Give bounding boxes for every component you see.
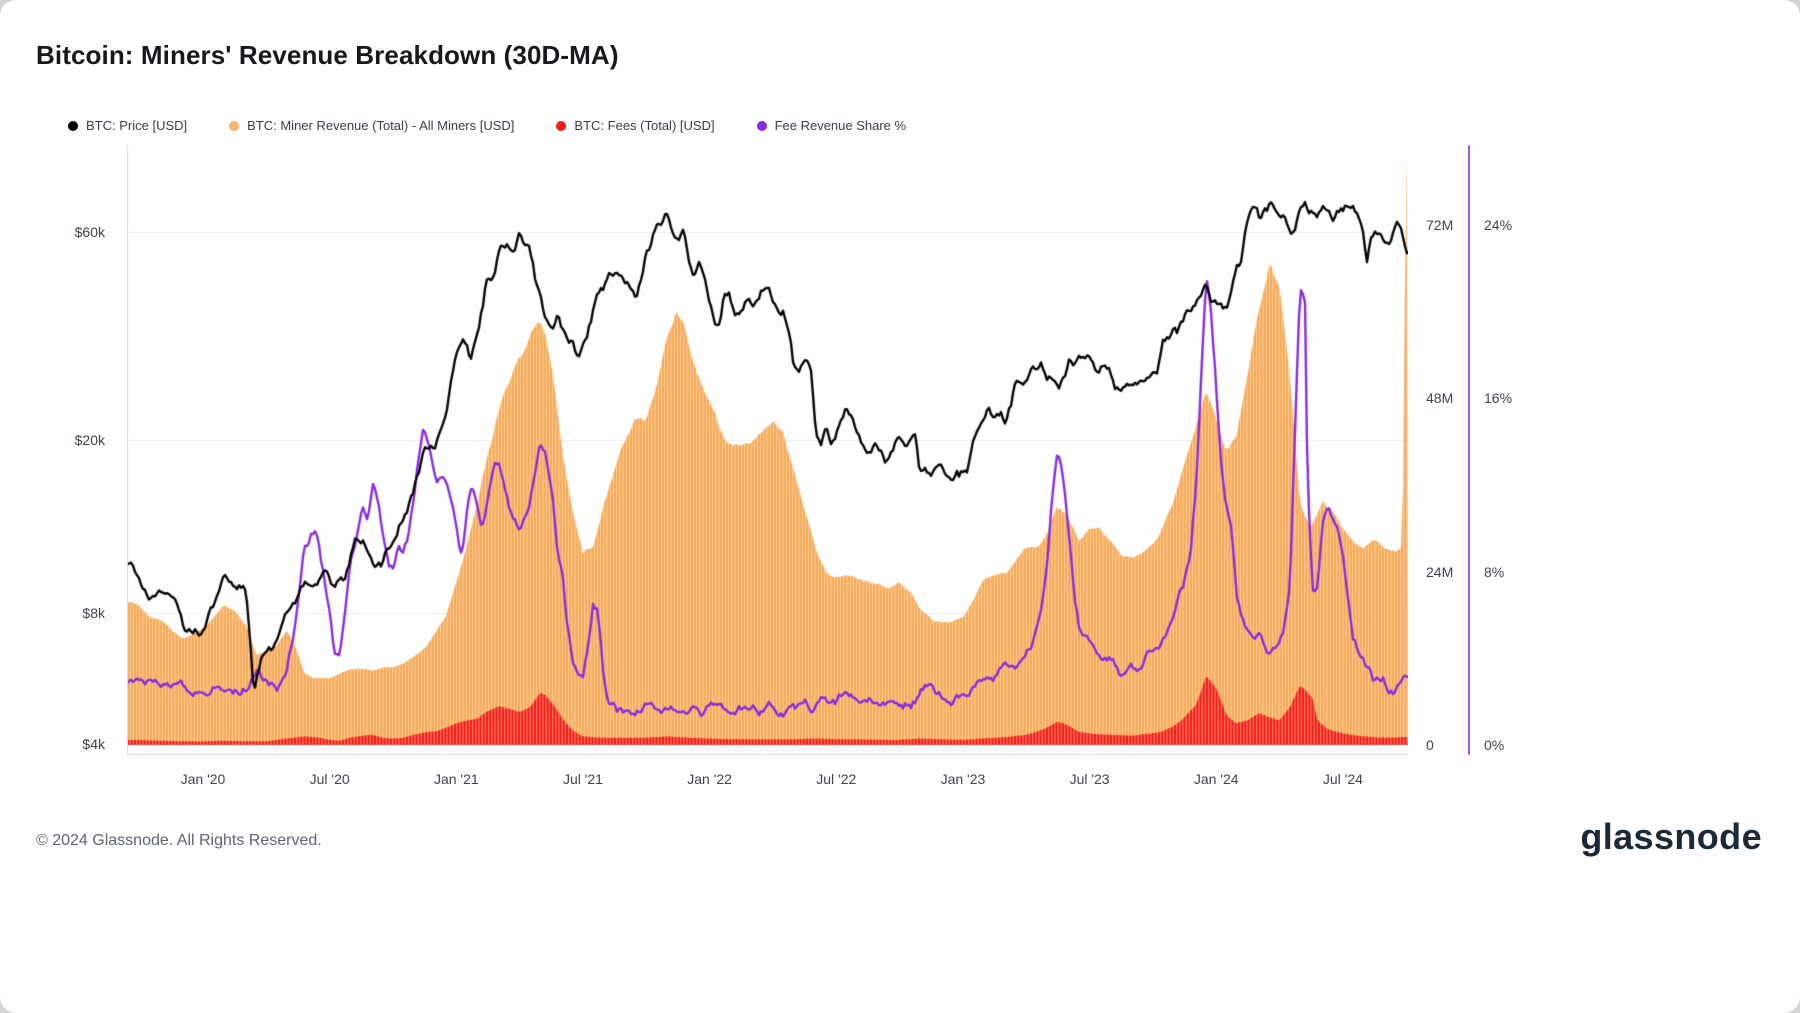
x-axis-tick-label: Jul '23 — [1069, 771, 1110, 787]
glassnode-logo[interactable]: glassnode — [1580, 816, 1762, 857]
x-axis-tick-label: Jul '22 — [816, 771, 857, 787]
x-axis-tick-label: Jan '21 — [433, 771, 479, 787]
y-axis-tick-label: 16% — [1484, 390, 1513, 406]
y-axis-tick-label: 24% — [1484, 216, 1513, 233]
copyright-text: © 2024 Glassnode. All Rights Reserved. — [36, 832, 322, 849]
legend-label-miner-revenue: BTC: Miner Revenue (Total) - All Miners … — [247, 118, 515, 133]
y-axis-tick-label: 72M — [1426, 216, 1454, 233]
legend-item-miner-revenue[interactable]: BTC: Miner Revenue (Total) - All Miners … — [229, 118, 514, 133]
y-axis-tick-label: $8k — [82, 604, 105, 621]
miner-revenue-legend-dot-icon — [229, 120, 240, 131]
y-axis-tick-label: $60k — [74, 224, 105, 240]
price-legend-dot-icon — [68, 120, 78, 131]
y-axis-tick-label: 48M — [1426, 390, 1454, 406]
x-axis-tick-label: Jan '20 — [180, 771, 226, 787]
y-axis-tick-label: 24M — [1426, 563, 1454, 580]
legend-label-price: BTC: Price [USD] — [86, 118, 188, 133]
fee-share-legend-dot-icon — [756, 120, 767, 131]
y-axis-tick-label: $20k — [74, 431, 105, 448]
plot-area — [127, 145, 1408, 755]
y-axis-tick-label: $4k — [82, 735, 105, 752]
legend-item-fee-share[interactable]: Fee Revenue Share % — [756, 118, 907, 133]
legend-label-fees: BTC: Fees (Total) [USD] — [574, 118, 715, 133]
legend-label-fee-share: Fee Revenue Share % — [774, 118, 907, 133]
x-axis-tick-label: Jul '24 — [1322, 771, 1363, 787]
x-axis-tick-label: Jul '20 — [309, 771, 350, 787]
price-axis: $60k $20k $8k $4k — [20, 0, 105, 1013]
fees-legend-dot-icon — [556, 120, 567, 131]
x-axis-tick-label: Jul '21 — [562, 771, 603, 787]
fee-share-axis: 24% 16% 8% 0% — [1484, 0, 1530, 1013]
chart-canvas[interactable] — [127, 145, 1408, 755]
y-axis-tick-label: 0% — [1484, 737, 1505, 753]
page-title: Bitcoin: Miners' Revenue Breakdown (30D-… — [36, 40, 619, 70]
y-axis-tick-label: 0 — [1426, 737, 1434, 753]
x-axis-tick-label: Jan '24 — [1193, 771, 1239, 787]
fee-share-axis-line — [1468, 145, 1470, 755]
revenue-axis: 72M 48M 24M 0 — [1426, 0, 1466, 1013]
y-axis-tick-label: 8% — [1484, 563, 1505, 580]
legend-item-price[interactable]: BTC: Price [USD] — [68, 118, 187, 133]
x-axis-tick-label: Jan '22 — [687, 771, 732, 787]
legend-item-fees[interactable]: BTC: Fees (Total) [USD] — [556, 118, 715, 133]
legend: BTC: Price [USD] BTC: Miner Revenue (Tot… — [68, 118, 906, 133]
x-axis-tick-label: Jan '23 — [940, 771, 986, 787]
